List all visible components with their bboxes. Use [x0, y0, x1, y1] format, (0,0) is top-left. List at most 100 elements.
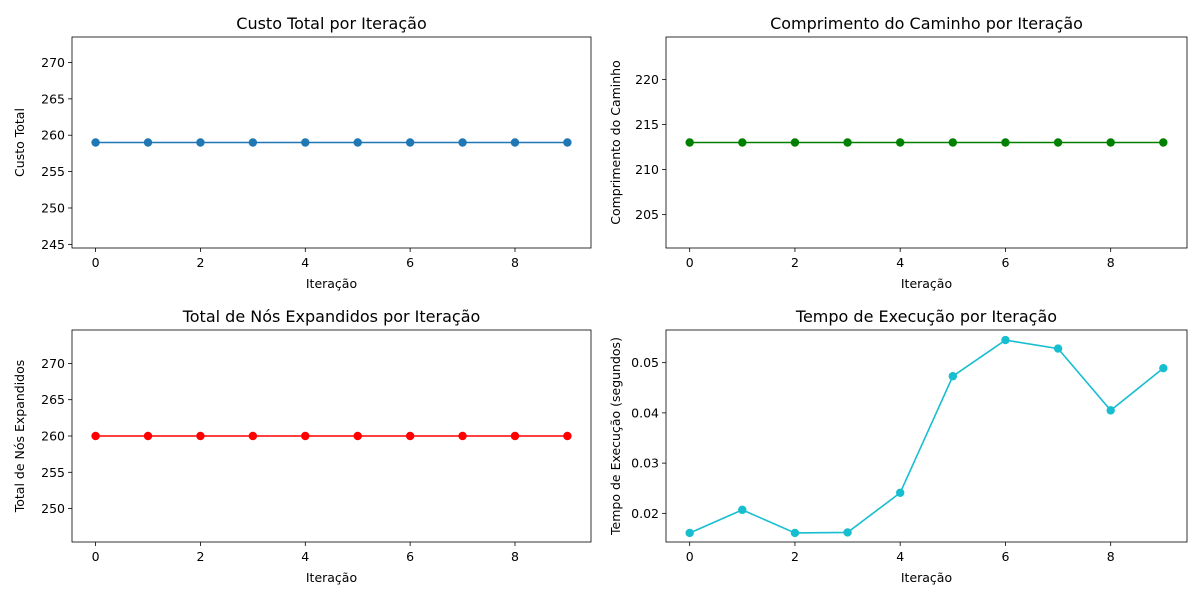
x-tick-label: 6	[1001, 255, 1009, 270]
y-axis-label: Tempo de Execução (segundos)	[608, 337, 623, 536]
data-point	[790, 528, 800, 538]
y-tick-label: 265	[41, 392, 65, 407]
y-tick-label: 0.05	[631, 355, 659, 370]
x-tick-label: 4	[896, 255, 904, 270]
data-point	[301, 138, 310, 147]
x-axis-label: Iteração	[901, 570, 952, 585]
x-tick-label: 4	[896, 549, 904, 564]
y-tick-label: 210	[635, 162, 659, 177]
y-axis-label: Total de Nós Expandidos	[12, 360, 27, 514]
x-tick-label: 0	[686, 255, 694, 270]
x-tick-label: 8	[511, 549, 519, 564]
data-point	[405, 138, 415, 147]
data-point	[948, 372, 958, 381]
y-tick-label: 245	[41, 237, 65, 252]
x-tick-label: 6	[406, 255, 414, 270]
data-point	[143, 431, 153, 441]
subplot-1: Custo Total por Iteração 0 2 4 6 8 245 250 255 26…	[12, 14, 592, 291]
x-tick-label: 8	[511, 255, 519, 270]
y-tick-label: 255	[41, 465, 65, 480]
y-tick-label: 220	[635, 72, 659, 87]
subplot-2: Comprimento do Caminho por Iteração 0 2 4 6 8…	[608, 14, 1188, 291]
data-point	[563, 138, 572, 147]
data-point	[1106, 138, 1115, 147]
subplot-3: Total de Nós Expandidos por Iteração 0 2 4 6…	[12, 307, 592, 585]
x-tick-label: 8	[1107, 549, 1115, 564]
x-tick-label: 2	[791, 549, 799, 564]
data-point	[510, 138, 520, 147]
x-tick-label: 4	[301, 549, 309, 564]
x-tick-label: 0	[92, 549, 100, 564]
x-tick-label: 6	[1001, 549, 1009, 564]
y-tick-label: 260	[41, 128, 65, 143]
y-tick-label: 250	[41, 501, 65, 516]
subplot-4: Tempo de Execução por Iteração 0 2 4 6 8 0.02 0…	[608, 307, 1188, 585]
x-tick-label: 6	[406, 549, 414, 564]
data-point	[1053, 344, 1063, 353]
data-point	[91, 431, 100, 441]
axes-frame	[665, 36, 1188, 249]
data-point	[685, 528, 694, 538]
data-point	[1001, 138, 1010, 147]
y-tick-label: 0.02	[631, 506, 659, 521]
data-point	[685, 138, 694, 147]
data-point	[843, 528, 852, 537]
data-point	[248, 431, 258, 441]
data-point	[738, 138, 747, 147]
data-point	[458, 431, 467, 441]
data-point	[458, 138, 467, 147]
x-tick-label: 2	[196, 549, 204, 564]
y-tick-label: 250	[41, 200, 65, 215]
series-line	[689, 339, 1164, 534]
x-axis-label: Iteração	[901, 276, 952, 291]
y-tick-label: 265	[41, 91, 65, 106]
data-point	[353, 138, 362, 147]
subplot-title: Custo Total por Iteração	[236, 14, 426, 33]
y-tick-label: 205	[635, 207, 659, 222]
y-tick-label: 260	[41, 429, 65, 444]
y-tick-label: 0.04	[631, 405, 659, 420]
x-axis-label: Iteração	[306, 276, 357, 291]
data-point	[1001, 335, 1010, 345]
x-tick-label: 8	[1107, 255, 1115, 270]
data-point	[1159, 363, 1168, 373]
data-point	[301, 431, 310, 441]
x-tick-label: 2	[196, 255, 204, 270]
y-tick-label: 270	[41, 55, 65, 70]
data-point	[143, 138, 153, 147]
y-tick-label: 270	[41, 356, 65, 371]
data-point	[948, 138, 958, 147]
x-tick-label: 0	[92, 255, 100, 270]
data-point	[895, 488, 905, 497]
data-point	[1053, 138, 1063, 147]
y-tick-label: 255	[41, 164, 65, 179]
data-point	[510, 431, 520, 441]
data-point	[405, 431, 415, 441]
data-point	[790, 138, 800, 147]
y-tick-label: 0.03	[631, 456, 659, 471]
data-point	[843, 138, 852, 147]
subplot-title: Comprimento do Caminho por Iteração	[770, 14, 1083, 33]
y-axis-label: Custo Total	[12, 108, 27, 177]
y-tick-label: 215	[635, 117, 659, 132]
data-point	[196, 431, 205, 441]
data-point	[895, 138, 905, 147]
axes-frame	[71, 36, 592, 249]
data-point	[196, 138, 205, 147]
data-point	[1159, 138, 1168, 147]
data-point	[353, 431, 362, 441]
data-point	[91, 138, 100, 147]
data-point	[738, 505, 747, 515]
x-tick-label: 2	[791, 255, 799, 270]
axes-frame	[665, 329, 1188, 543]
data-point	[563, 431, 572, 441]
data-point	[248, 138, 258, 147]
x-tick-label: 0	[686, 549, 694, 564]
x-tick-label: 4	[301, 255, 309, 270]
data-point	[1106, 406, 1115, 415]
x-axis-label: Iteração	[306, 570, 357, 585]
subplot-title: Total de Nós Expandidos por Iteração	[182, 307, 481, 326]
y-axis-label: Comprimento do Caminho	[608, 60, 623, 225]
